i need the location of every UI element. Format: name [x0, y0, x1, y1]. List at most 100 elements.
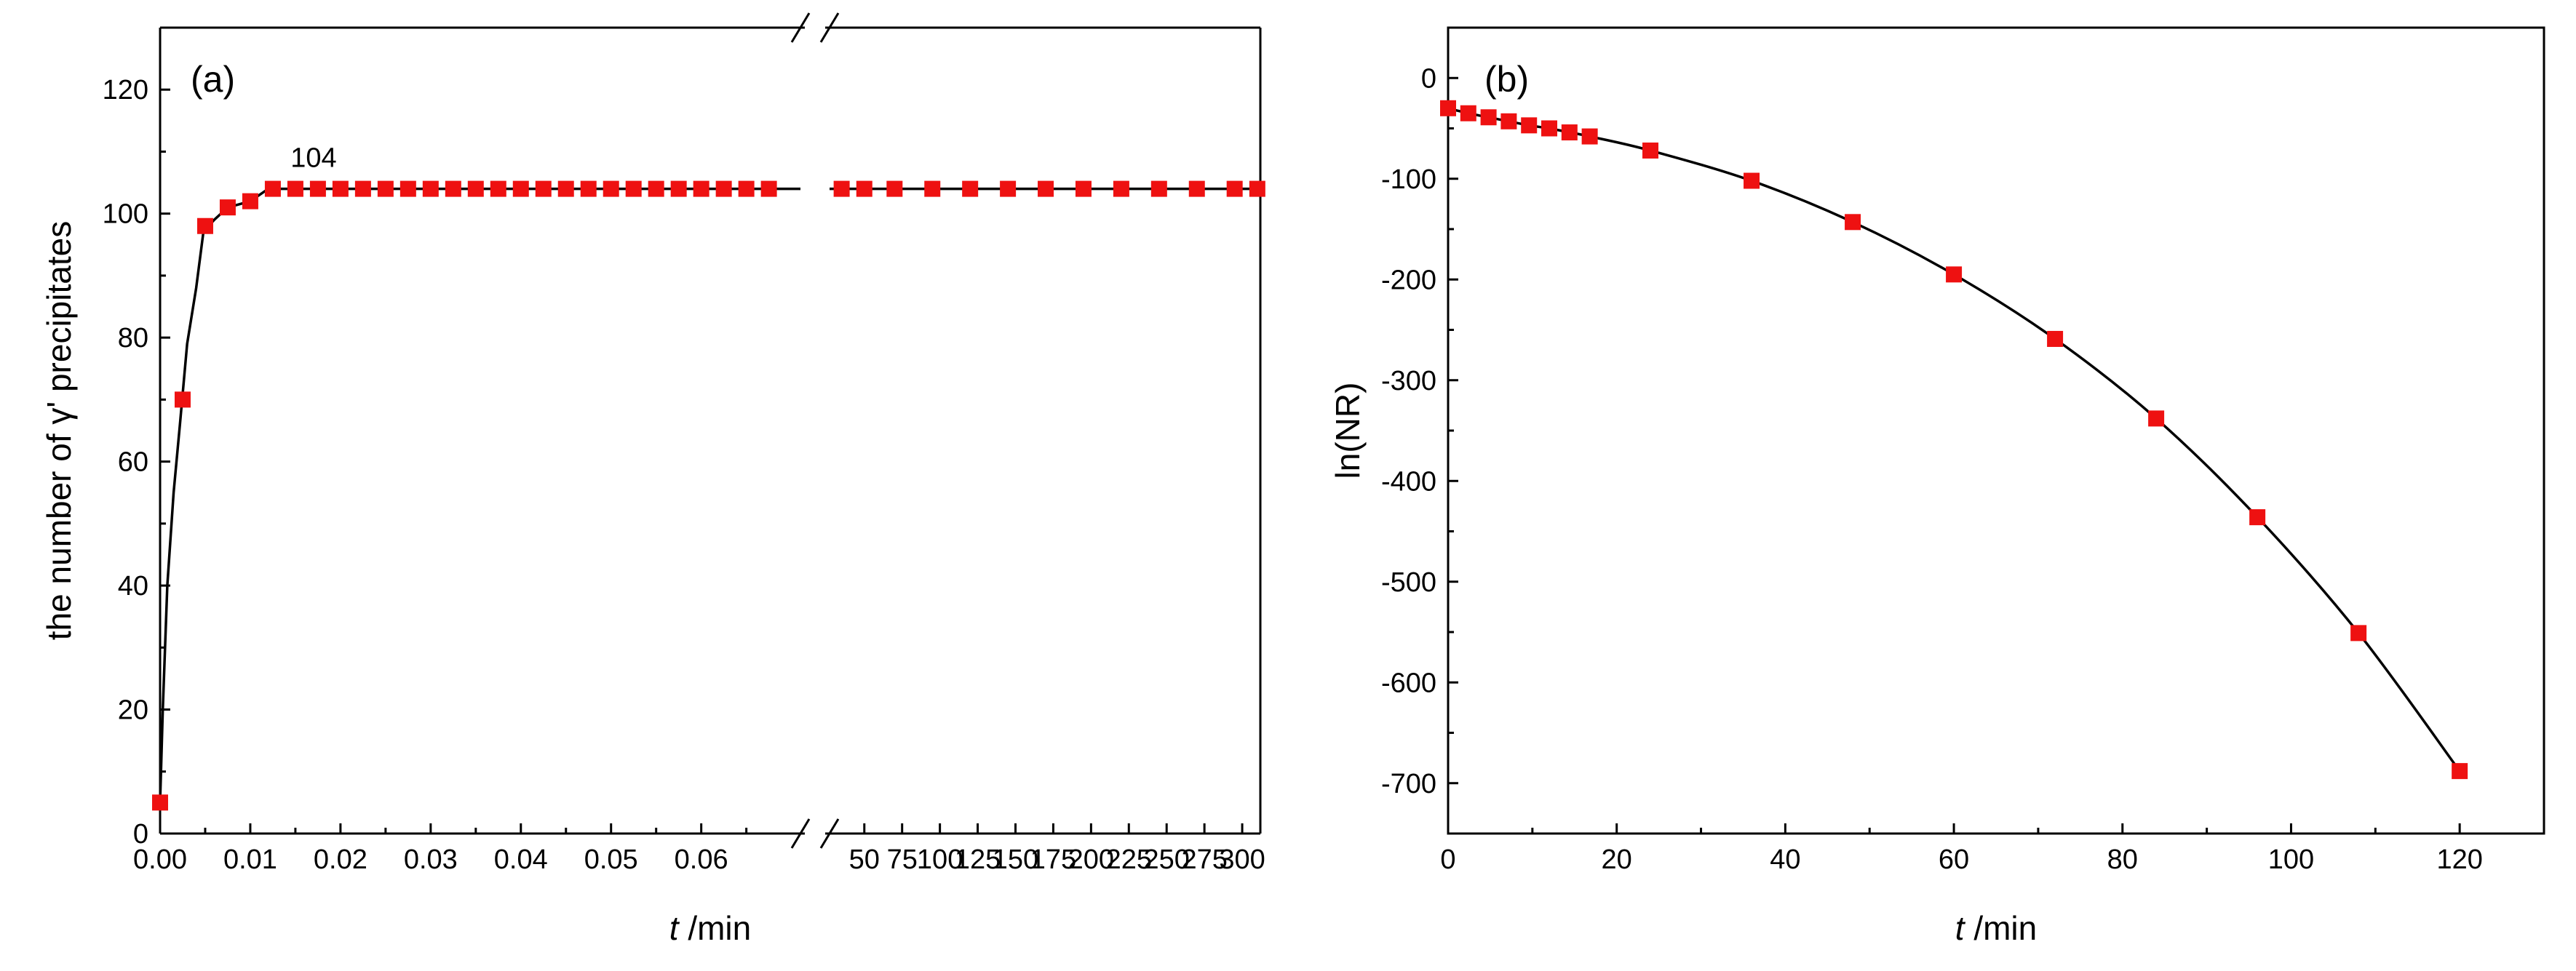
axis-break-mark-top-1 [790, 12, 811, 43]
data-point [2249, 509, 2266, 526]
data-point [332, 180, 349, 197]
x-tick-label: 0.00 [133, 844, 187, 875]
y-tick-label: 0 [1421, 63, 1436, 94]
y-tick-label: 80 [118, 323, 148, 353]
data-point [1460, 105, 1476, 121]
data-point [1744, 172, 1760, 189]
data-point [1150, 180, 1167, 197]
x-tick-label: 125 [955, 844, 1001, 875]
x-tick-label: 0.05 [584, 844, 638, 875]
data-point [760, 180, 777, 197]
data-point [1480, 109, 1497, 126]
x-tick-label: 60 [1939, 844, 1969, 875]
plot-frame [1447, 26, 2545, 835]
data-point [856, 180, 872, 197]
data-point [693, 180, 709, 197]
y-tick-label: -400 [1381, 466, 1436, 497]
data-point [535, 180, 552, 197]
axis-break-mark-bottom-2 [819, 818, 840, 849]
y-axis-title: the number of γ' precipitates [40, 221, 78, 640]
data-point [648, 180, 664, 197]
data-point [399, 180, 416, 197]
data-point [1000, 180, 1017, 197]
x-tick-label: 275 [1181, 844, 1227, 875]
panel-label-b: (b) [1484, 59, 1529, 100]
data-point [1249, 180, 1265, 197]
x-tick-label: 175 [1030, 844, 1076, 875]
data-point [924, 180, 941, 197]
data-point [1642, 142, 1659, 159]
data-point [580, 180, 597, 197]
y-tick-label: -300 [1381, 366, 1436, 396]
x-tick-label: 200 [1068, 844, 1114, 875]
data-point [287, 180, 303, 197]
x-tick-label: 0 [1440, 844, 1455, 875]
axis-break-mark-bottom-1 [790, 818, 811, 849]
data-point [1038, 180, 1054, 197]
y-tick-label: 20 [118, 695, 148, 726]
y-tick-label: -500 [1381, 567, 1436, 598]
data-point [1946, 266, 1963, 283]
x-tick-label: 120 [2436, 844, 2482, 875]
x-tick-label: 80 [2107, 844, 2138, 875]
y-tick-label: 120 [103, 75, 148, 105]
data-point [1500, 113, 1517, 129]
data-point [1188, 180, 1205, 197]
data-point [196, 217, 213, 234]
y-tick-label: 0 [133, 819, 148, 850]
data-point [886, 180, 903, 197]
data-point [422, 180, 439, 197]
data-point [445, 180, 461, 197]
data-point [219, 199, 236, 216]
panel-label-a: (a) [191, 59, 235, 100]
x-tick-label: 40 [1770, 844, 1800, 875]
data-point [1521, 117, 1538, 134]
y-tick-label: -600 [1381, 668, 1436, 698]
x-tick-label: 0.03 [404, 844, 458, 875]
annotation-104: 104 [290, 143, 336, 174]
data-point [242, 193, 258, 209]
data-point [1113, 180, 1129, 197]
x-tick-label: 75 [887, 844, 918, 875]
data-point [512, 180, 529, 197]
data-point [354, 180, 371, 197]
data-point [1075, 180, 1092, 197]
data-point [2148, 410, 2165, 427]
axis-break-mark-top-2 [819, 12, 840, 43]
x-tick-label: 0.02 [314, 844, 367, 875]
x-tick-label: 100 [2268, 844, 2314, 875]
y-tick-label: 40 [118, 571, 148, 602]
x-tick-label: 250 [1144, 844, 1190, 875]
data-point [377, 180, 394, 197]
data-point [490, 180, 506, 197]
x-tick-label: 150 [993, 844, 1038, 875]
x-axis-title: t /min [1955, 909, 2037, 947]
x-tick-label: 0.01 [223, 844, 277, 875]
data-point [1581, 128, 1598, 145]
x-axis-title: t /min [669, 909, 751, 947]
data-point [557, 180, 574, 197]
data-point [603, 180, 619, 197]
panel-b: 0 -100 -200 -300 -400 -500 -600 -700 0 20 40 60 80 10… [1329, 26, 2545, 947]
data-point [467, 180, 484, 197]
data-point [1561, 124, 1578, 141]
data-point [174, 391, 191, 408]
data-point [309, 180, 326, 197]
data-point [152, 794, 168, 811]
y-tick-label: -200 [1381, 265, 1436, 295]
y-tick-label: 100 [103, 199, 148, 230]
data-point [1226, 180, 1243, 197]
x-tick-label: 300 [1219, 844, 1265, 875]
panel-a: 0 20 40 60 80 100 120 0.00 0.01 0.02 0.03 0.04 0.05 0… [40, 12, 1265, 947]
data-point [1440, 100, 1456, 116]
x-tick-label: 20 [1602, 844, 1632, 875]
data-point [1541, 120, 1558, 137]
data-point [670, 180, 687, 197]
data-point [833, 180, 850, 197]
data-point [625, 180, 642, 197]
data-point [2047, 330, 2064, 347]
data-point [738, 180, 755, 197]
x-tick-label: 225 [1106, 844, 1152, 875]
data-point [2350, 625, 2367, 642]
